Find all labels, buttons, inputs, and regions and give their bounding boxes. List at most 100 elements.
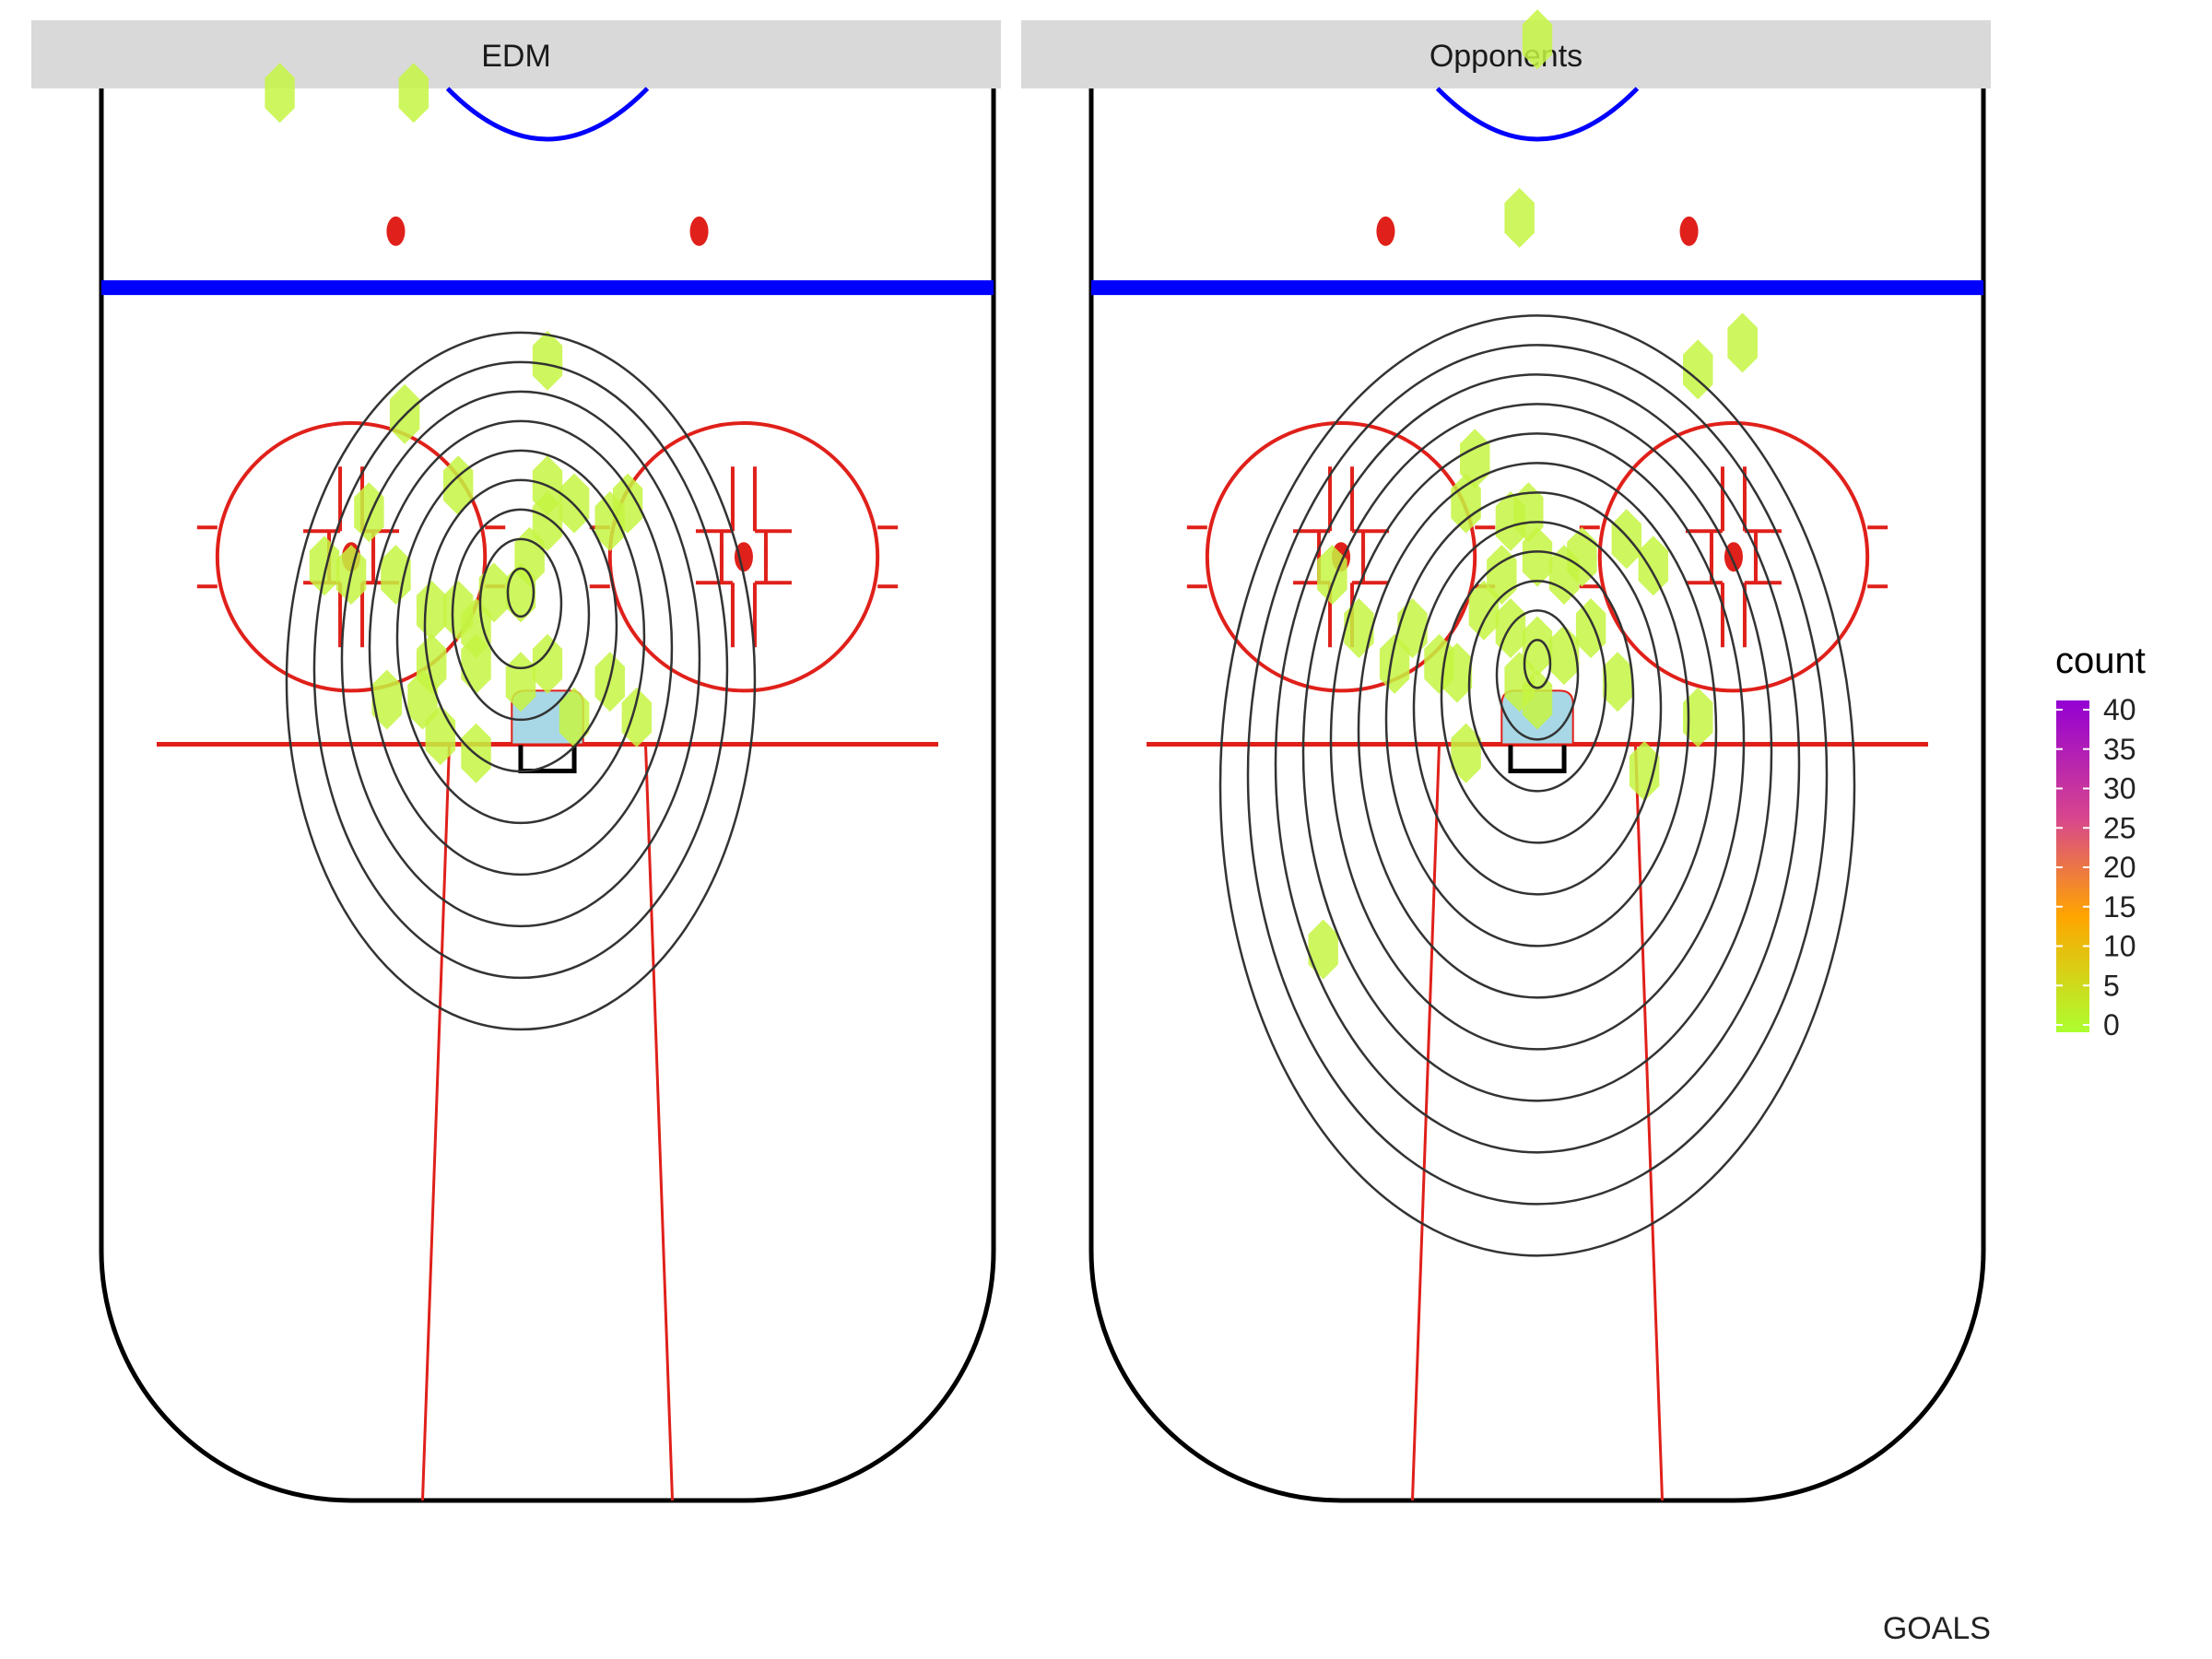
hexbin-cell	[398, 63, 429, 124]
hexbin-cell	[1397, 598, 1428, 659]
faceoff-circle	[589, 421, 899, 693]
facet-strip-label: EDM	[481, 39, 551, 74]
hexbin-cell	[1629, 741, 1660, 801]
goal-net	[1508, 744, 1567, 774]
legend-tick-label: 20	[2103, 851, 2136, 884]
density-contour	[395, 449, 646, 825]
density-contour	[423, 478, 618, 773]
center-circle-arc	[445, 87, 650, 142]
hexbin-cell	[1602, 652, 1633, 712]
hexbin-cell	[354, 482, 384, 543]
density-contour	[340, 390, 701, 928]
legend-tick-label: 35	[2103, 733, 2136, 766]
hexbin-cell	[1308, 919, 1338, 980]
color-legend: count 40 35 30 25 20 15 10 5 0	[2055, 641, 2146, 1041]
facet-panel-edm: EDM	[31, 20, 1001, 1503]
neutral-zone-dot	[1376, 216, 1395, 246]
facet-strip	[1021, 20, 1991, 88]
hexbin-cell	[309, 535, 340, 596]
density-contour	[1440, 550, 1635, 844]
density-contour	[1523, 639, 1552, 689]
density-contour	[1357, 462, 1718, 999]
hexbin-cell	[478, 562, 510, 623]
trapezoid-right	[643, 744, 675, 1501]
density-contour	[1384, 491, 1690, 947]
hexbin-cell	[1522, 9, 1553, 70]
facet-panel-opponents: Opponents	[1021, 9, 1991, 1503]
hexbin-cell	[381, 545, 411, 606]
caption: GOALS	[1883, 1611, 1991, 1646]
center-circle-arc	[1435, 87, 1640, 142]
density-contour	[478, 537, 563, 670]
rink	[99, 87, 996, 1503]
hexbin-cell	[1451, 723, 1481, 783]
hexbin-cell	[371, 669, 402, 730]
hexbin-cell	[532, 633, 563, 694]
hexbin-cell	[1441, 642, 1473, 703]
hexbin-cell	[612, 473, 643, 534]
density-contour	[506, 567, 535, 618]
hexbin-cell	[1522, 526, 1553, 587]
legend-tick-label: 40	[2103, 693, 2136, 726]
legend-tick-label: 30	[2103, 772, 2136, 806]
boards	[99, 88, 996, 1503]
hexbin-cell	[1683, 339, 1713, 400]
hexbin-cell	[1638, 535, 1669, 596]
neutral-zone-dot	[689, 216, 709, 246]
density-contour	[1467, 580, 1607, 793]
facet-strip-label: Opponents	[1430, 39, 1583, 74]
density-contour	[451, 508, 591, 722]
faceoff-dot	[1724, 542, 1743, 572]
hexbin-layer	[265, 63, 652, 783]
trapezoid-left	[420, 744, 452, 1501]
hexbin-cell	[1344, 598, 1374, 659]
trapezoid-left	[1410, 744, 1441, 1501]
hexbin-cell	[1513, 482, 1544, 543]
facet-strip	[31, 20, 1001, 88]
hexbin-cell	[461, 633, 491, 694]
trapezoid-right	[1633, 744, 1665, 1501]
hexbin-cell	[1575, 598, 1606, 659]
hexbin-cell	[1548, 625, 1580, 686]
boards	[1088, 88, 1986, 1503]
density-contour	[1218, 314, 1856, 1257]
density-contours	[285, 331, 757, 1031]
hexbin-cell	[1468, 580, 1500, 641]
density-contour	[1246, 344, 1829, 1206]
density-contour	[1495, 609, 1580, 741]
hexbin-cell	[1567, 526, 1597, 587]
rink	[1088, 87, 1986, 1503]
density-contour	[312, 360, 729, 980]
hexbin-cell	[1727, 312, 1758, 373]
neutral-zone-dot	[1679, 216, 1699, 246]
goal-net	[518, 744, 577, 774]
hexbin-cell	[559, 687, 590, 747]
legend-tick-label: 10	[2103, 930, 2136, 963]
hexbin-cell	[1379, 633, 1410, 694]
hexbin-cell	[265, 63, 295, 124]
faceoff-circle	[1579, 421, 1888, 693]
legend-tick-label: 15	[2103, 890, 2136, 924]
density-contours	[1218, 314, 1856, 1257]
hexbin-cell	[416, 580, 447, 641]
blue-line	[101, 280, 994, 296]
hexbin-cell	[1683, 687, 1713, 747]
faceoff-dot	[734, 542, 753, 572]
hexbin-layer	[1308, 9, 1758, 980]
hexbin-cell	[416, 633, 447, 694]
hexbin-cell	[621, 687, 652, 747]
hexbin-cell	[1611, 509, 1641, 570]
density-contour	[1412, 521, 1663, 896]
density-contour	[285, 331, 757, 1031]
legend-tick-label: 0	[2103, 1008, 2120, 1041]
hexbin-cell	[1451, 473, 1481, 534]
density-contour	[1274, 373, 1801, 1154]
hexbin-cell	[532, 330, 563, 391]
density-contour	[1329, 432, 1746, 1051]
hexbin-cell	[505, 562, 536, 623]
neutral-zone-dot	[386, 216, 406, 246]
density-contour	[368, 419, 674, 877]
legend-tick-label: 25	[2103, 811, 2136, 844]
hexbin-cell	[1504, 187, 1535, 248]
